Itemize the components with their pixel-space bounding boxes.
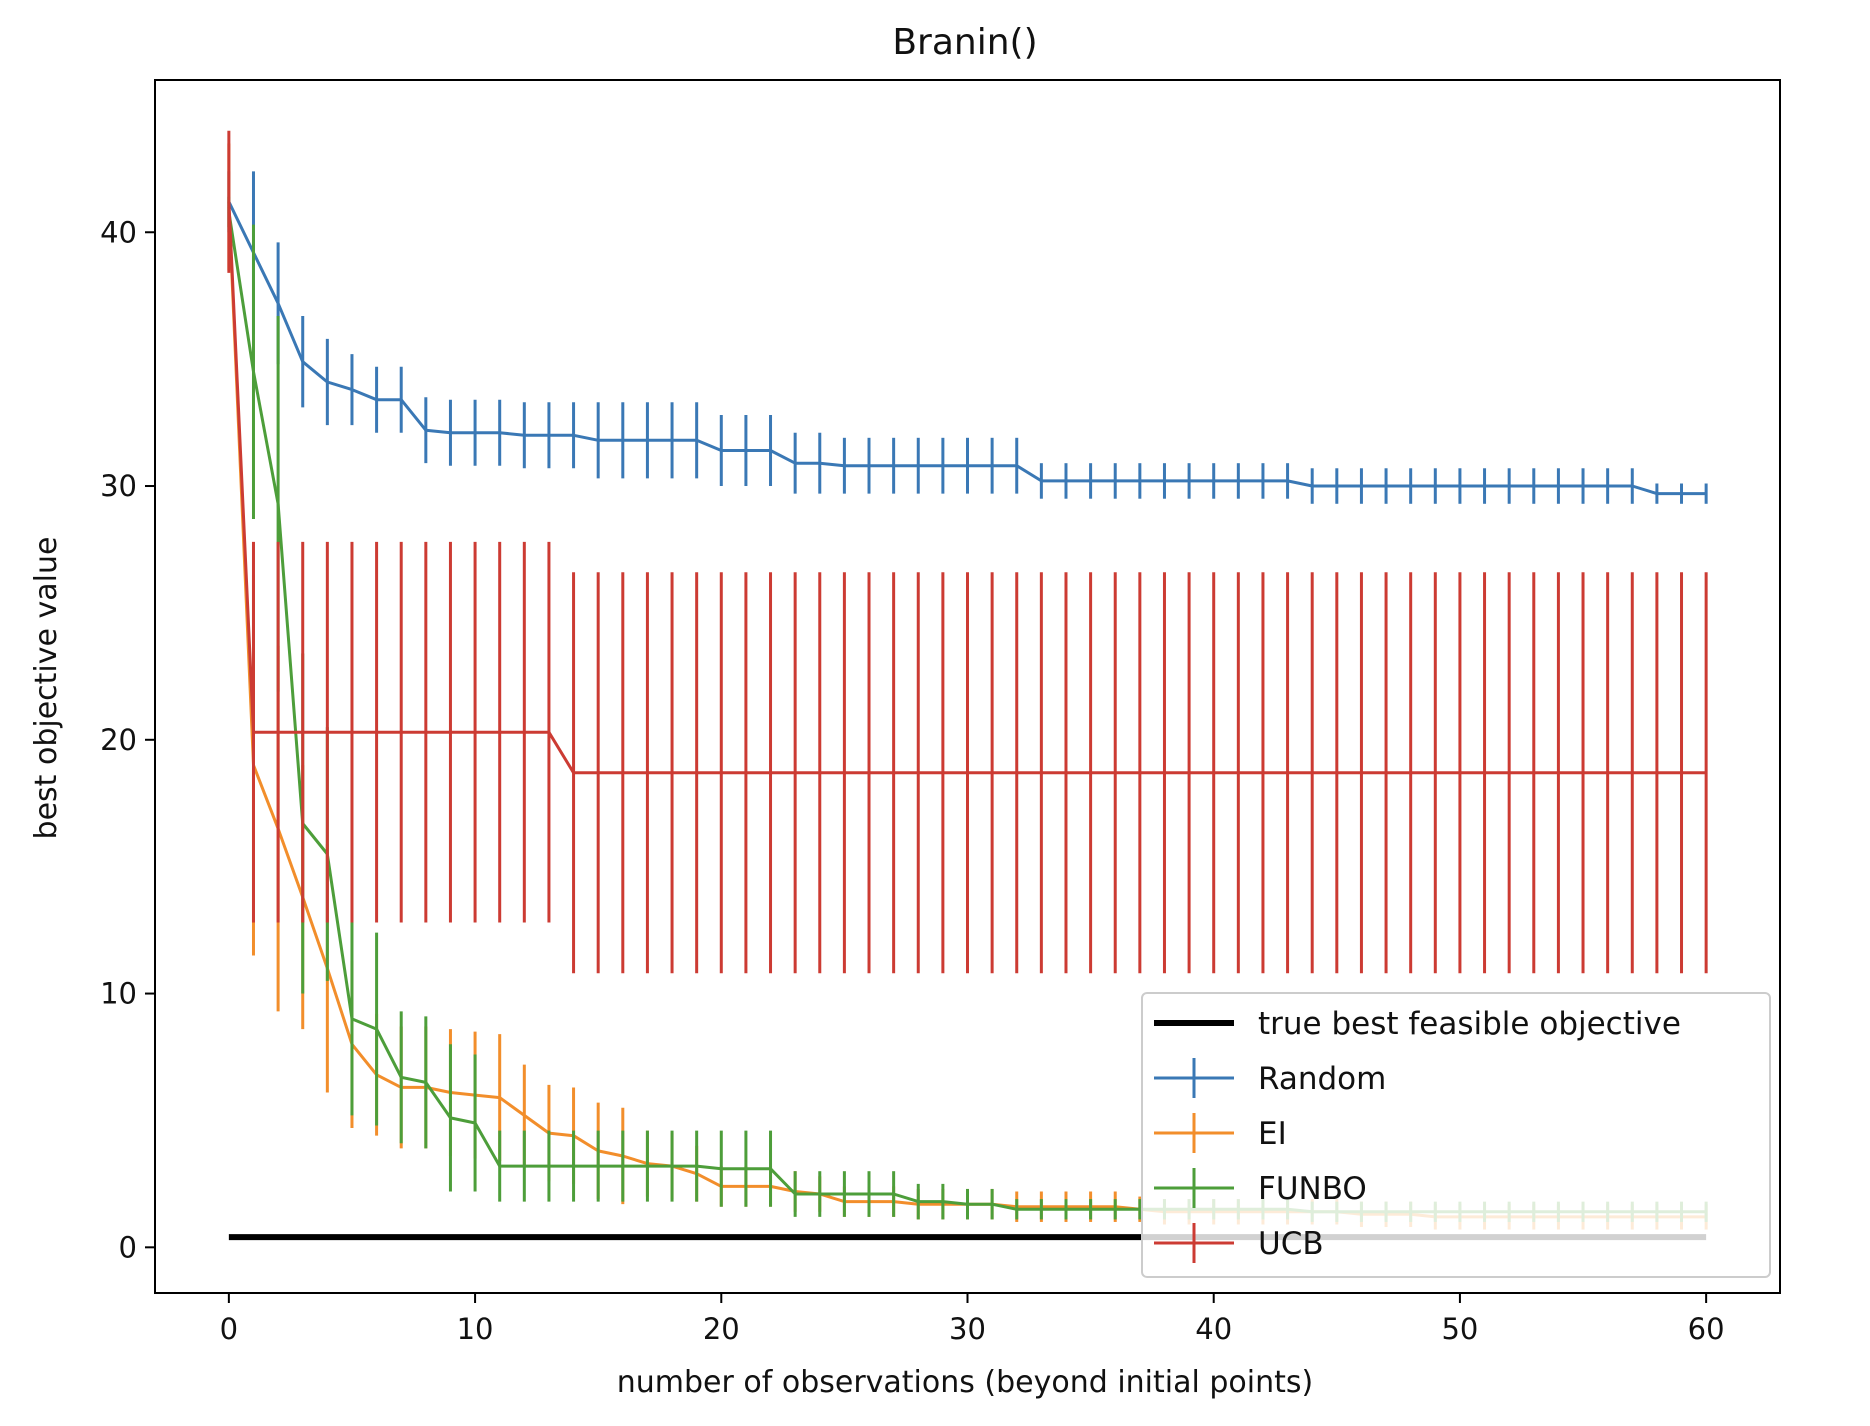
legend-label-reference: true best feasible objective xyxy=(1258,1006,1681,1042)
x-tick-label: 30 xyxy=(949,1312,986,1346)
x-tick-label: 50 xyxy=(1441,1312,1478,1346)
x-tick-label: 20 xyxy=(703,1312,740,1346)
x-tick-label: 10 xyxy=(457,1312,494,1346)
legend-label-random: Random xyxy=(1258,1061,1386,1097)
legend: true best feasible objective Random EI FUNB… xyxy=(1141,992,1771,1278)
legend-box xyxy=(1141,992,1771,1278)
legend-label-funbo: FUNBO xyxy=(1258,1171,1367,1207)
legend-swatch-funbo xyxy=(1154,1168,1234,1208)
y-axis-label: best objective value xyxy=(29,537,64,840)
y-tick-label: 40 xyxy=(100,215,137,249)
series-ucb xyxy=(227,130,1708,974)
y-tick-label: 20 xyxy=(100,723,137,757)
series-line xyxy=(227,201,1707,496)
legend-swatch-ucb xyxy=(1154,1223,1234,1263)
x-tick-label: 0 xyxy=(220,1312,238,1346)
legend-swatch-random xyxy=(1154,1058,1234,1098)
legend-swatch-ei xyxy=(1154,1113,1234,1153)
series-line xyxy=(227,201,1707,775)
axes: 0 10 20 30 40 50 60 0 10 20 30 40 xyxy=(100,79,1781,1346)
legend-label-ei: EI xyxy=(1258,1116,1287,1152)
x-axis-label: number of observations (beyond initial p… xyxy=(617,1365,1313,1400)
y-tick-label: 30 xyxy=(100,469,137,503)
x-tick-label: 60 xyxy=(1688,1312,1725,1346)
y-tick-label: 0 xyxy=(119,1230,137,1264)
legend-label-ucb: UCB xyxy=(1258,1226,1324,1262)
y-tick-label: 10 xyxy=(100,977,137,1011)
chart-title: Branin() xyxy=(892,22,1037,63)
x-tick-label: 40 xyxy=(1195,1312,1232,1346)
